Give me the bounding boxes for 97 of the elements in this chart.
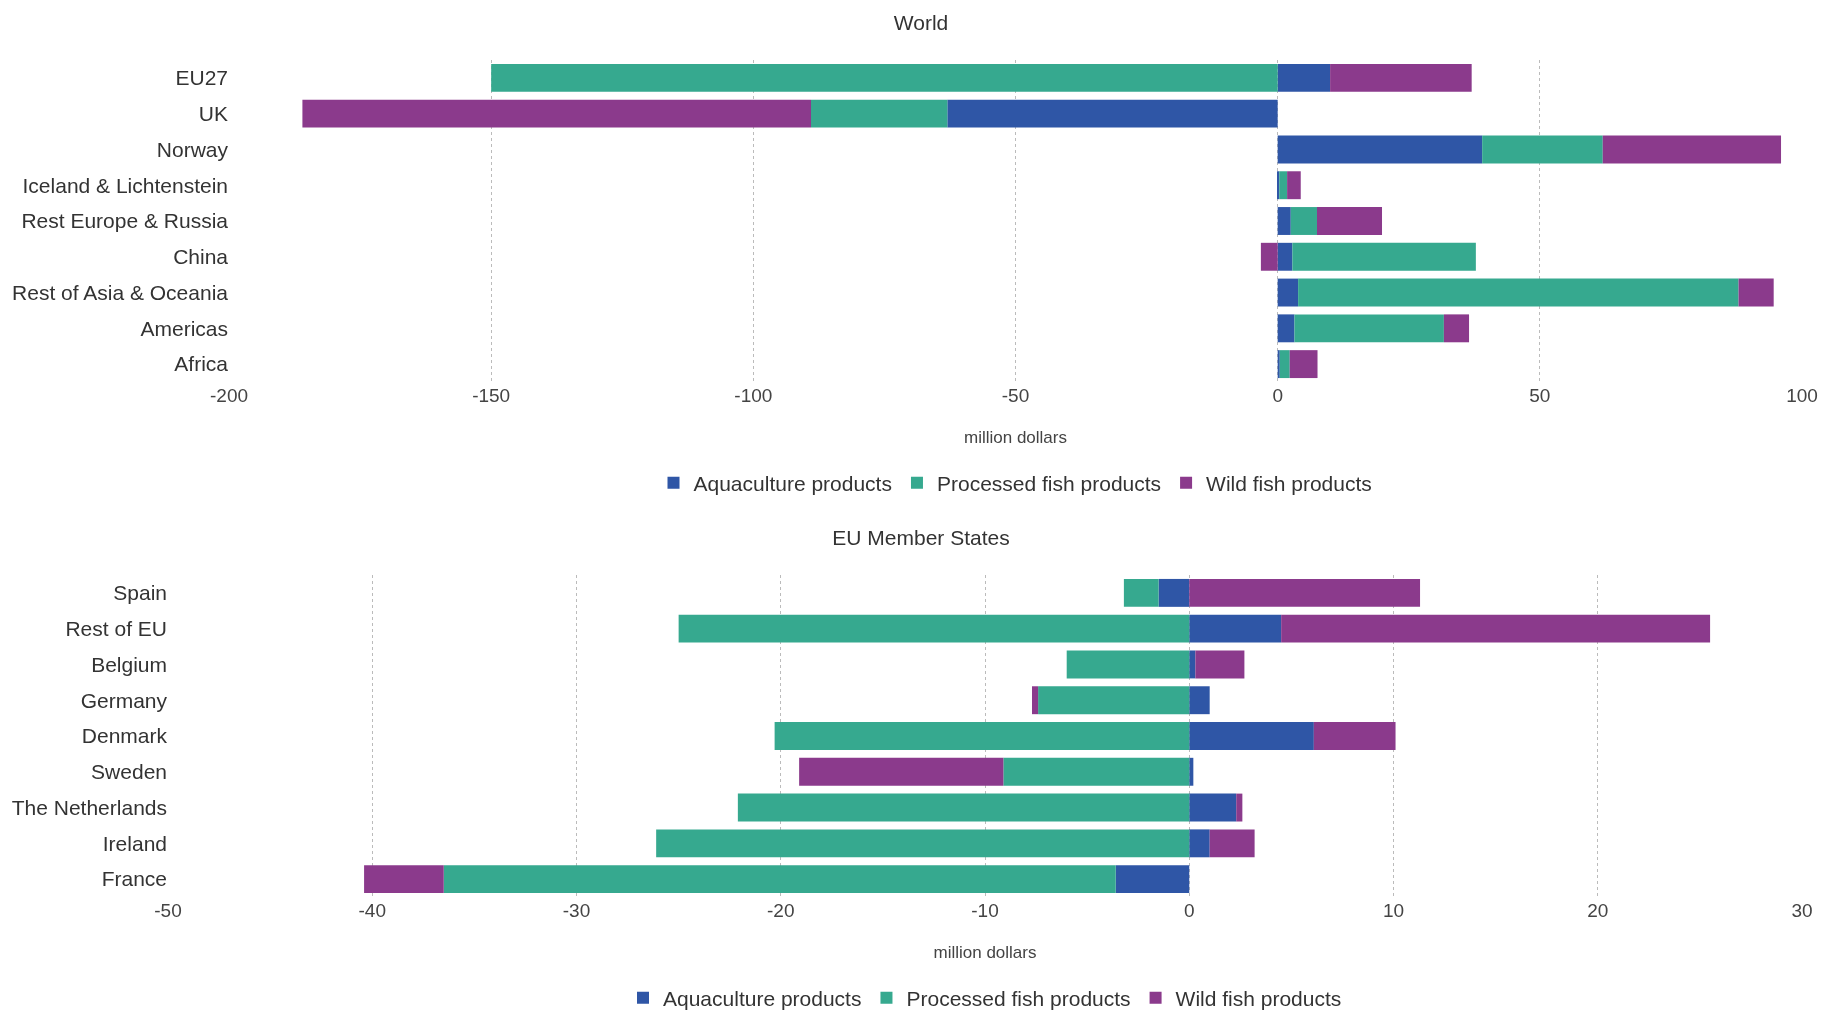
legend-label: Wild fish products <box>1175 986 1342 1010</box>
bar <box>1298 278 1739 307</box>
bar <box>1277 278 1299 307</box>
bar <box>1189 614 1282 643</box>
x-tick-label: 0 <box>1183 900 1195 921</box>
x-tick-label: 30 <box>1791 900 1813 921</box>
y-tick-label: Spain <box>113 581 167 605</box>
x-tick-label: 50 <box>1529 385 1551 406</box>
bar <box>1289 350 1318 379</box>
x-tick-label: 20 <box>1587 900 1609 921</box>
bar <box>799 757 1004 786</box>
bar <box>1189 650 1196 679</box>
y-tick-label: China <box>173 245 229 269</box>
bar <box>737 793 1190 822</box>
bar <box>1277 63 1331 92</box>
x-tick-label: 10 <box>1382 900 1405 921</box>
x-axis-title: million dollars <box>964 428 1067 447</box>
bar <box>1038 686 1190 715</box>
bar <box>1189 722 1314 750</box>
x-tick-label: -10 <box>971 900 999 921</box>
bar <box>1189 829 1210 858</box>
x-tick-label: -50 <box>1001 385 1030 406</box>
y-tick-label: France <box>101 867 167 891</box>
bar <box>1189 686 1210 715</box>
x-tick-label: -20 <box>767 900 795 921</box>
y-tick-label: Denmark <box>81 724 168 748</box>
y-tick-label: UK <box>198 102 228 126</box>
bar <box>1313 722 1396 750</box>
y-tick-label: Rest of Asia & Oceania <box>12 280 229 304</box>
x-tick-label: 0 <box>1272 385 1283 406</box>
bar <box>1236 793 1243 822</box>
bar <box>1031 686 1039 715</box>
bar <box>656 829 1190 858</box>
y-tick-label: Sweden <box>91 760 167 784</box>
bar <box>1279 350 1290 379</box>
y-tick-label: Iceland & Lichtenstein <box>22 173 228 197</box>
bar <box>1277 135 1483 164</box>
bar <box>1277 242 1293 271</box>
x-tick-label: -150 <box>472 385 511 406</box>
bar <box>774 722 1190 750</box>
bar <box>1277 314 1295 343</box>
bar <box>1290 207 1317 235</box>
x-tick-label: -100 <box>734 385 773 406</box>
y-tick-label: The Netherlands <box>11 795 167 819</box>
y-tick-label: Belgium <box>91 652 167 676</box>
bar <box>1602 135 1782 164</box>
x-axis-title: million dollars <box>933 943 1037 962</box>
x-tick-label: -50 <box>154 900 182 921</box>
y-tick-label: Norway <box>156 137 229 161</box>
chart-title: World <box>893 11 949 35</box>
bar <box>1738 278 1774 307</box>
bar <box>1158 578 1190 607</box>
bar <box>1189 757 1194 786</box>
bar <box>1316 207 1383 235</box>
legend-label: Processed fish products <box>936 471 1162 495</box>
y-tick-label: EU27 <box>175 66 228 90</box>
bar <box>1287 171 1301 200</box>
bar <box>1482 135 1603 164</box>
legend-label: Wild fish products <box>1206 471 1372 495</box>
bar <box>1189 578 1421 607</box>
x-tick-label: -40 <box>358 900 386 921</box>
bar <box>811 99 948 128</box>
y-tick-label: Germany <box>80 688 168 712</box>
x-tick-label: 100 <box>1786 385 1818 406</box>
bar <box>364 865 444 894</box>
bar <box>1279 171 1288 200</box>
legend-label: Aquaculture products <box>693 471 892 495</box>
bar <box>443 865 1116 894</box>
bar <box>1189 793 1237 822</box>
bar <box>1209 829 1255 858</box>
x-tick-label: -30 <box>562 900 591 921</box>
bar <box>947 99 1278 128</box>
y-tick-label: Rest Europe & Russia <box>21 209 229 233</box>
y-tick-label: Ireland <box>102 831 167 855</box>
bar <box>1066 650 1190 679</box>
bar <box>1277 350 1280 379</box>
x-tick-label: -200 <box>209 385 249 406</box>
bar <box>1294 314 1444 343</box>
bar <box>1292 242 1476 271</box>
legend-label: Processed fish products <box>906 986 1131 1010</box>
chart-title: EU Member States <box>832 526 1010 550</box>
legend-label: Aquaculture products <box>663 986 862 1010</box>
bar <box>1260 242 1278 271</box>
y-tick-label: Americas <box>140 316 228 340</box>
bar <box>1281 614 1711 643</box>
bar <box>1115 865 1190 894</box>
bar <box>1330 63 1472 92</box>
bar <box>302 99 812 128</box>
bar <box>678 614 1190 643</box>
bar <box>1277 207 1291 235</box>
bar <box>1003 757 1190 786</box>
bar <box>1195 650 1245 679</box>
bar <box>491 63 1278 92</box>
bar <box>1443 314 1470 343</box>
bar <box>1123 578 1159 607</box>
y-tick-label: Africa <box>174 352 229 376</box>
y-tick-label: Rest of EU <box>65 617 167 641</box>
